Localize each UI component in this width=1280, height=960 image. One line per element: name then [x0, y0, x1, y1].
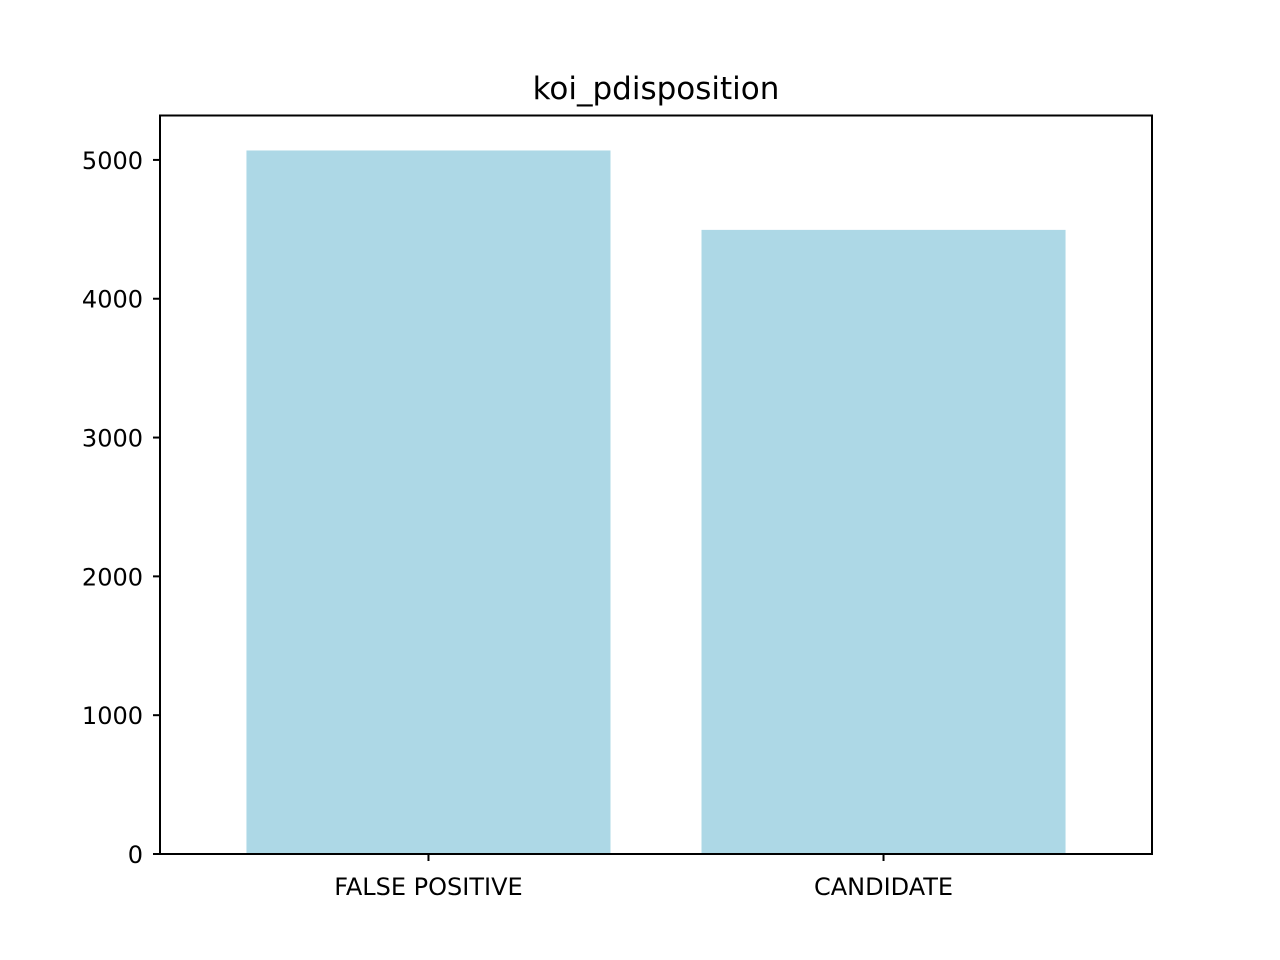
y-tick-label: 0	[128, 841, 143, 869]
y-tick-label: 3000	[82, 425, 143, 453]
bars-layer	[246, 150, 1066, 855]
bar-1	[701, 229, 1066, 854]
y-tick-label: 1000	[82, 702, 143, 730]
x-axis: FALSE POSITIVE CANDIDATE	[334, 854, 953, 901]
y-axis: 0 1000 2000 3000 4000 5000	[82, 147, 160, 869]
y-tick-label: 4000	[82, 286, 143, 314]
y-tick-label: 2000	[82, 563, 143, 591]
plot-frame	[159, 114, 1153, 855]
chart-title: koi_pdisposition	[533, 71, 780, 107]
bar-0	[246, 150, 611, 855]
x-tick-label: FALSE POSITIVE	[334, 873, 522, 901]
y-tick-label: 5000	[82, 147, 143, 175]
x-tick-label: CANDIDATE	[814, 873, 953, 901]
